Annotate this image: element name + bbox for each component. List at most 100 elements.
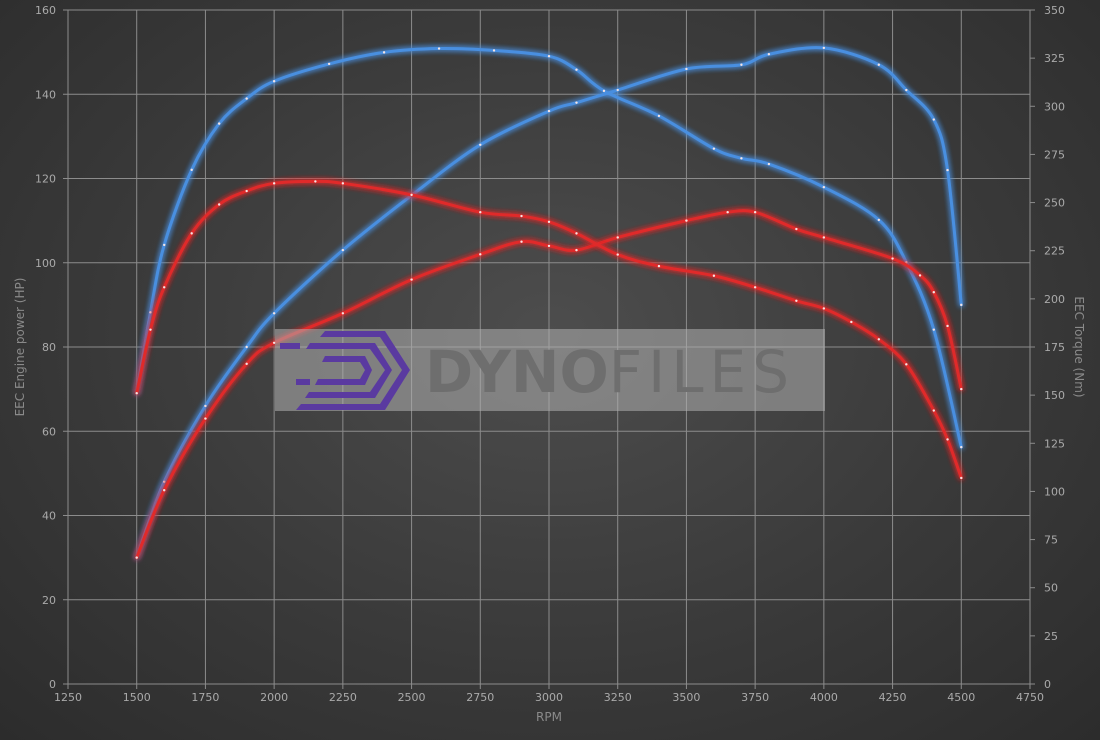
y-right-tick-label: 200 xyxy=(1044,293,1065,306)
data-point xyxy=(685,67,688,71)
y-left-tick-label: 40 xyxy=(42,510,56,523)
y-right-tick-label: 225 xyxy=(1044,245,1065,258)
data-point xyxy=(767,162,771,166)
data-point xyxy=(657,114,661,118)
y-right-tick-label: 100 xyxy=(1044,485,1065,498)
y-right-tick-label: 25 xyxy=(1044,630,1058,643)
data-point xyxy=(946,324,949,328)
x-tick-label: 3500 xyxy=(672,691,700,704)
x-tick-label: 2250 xyxy=(329,691,357,704)
x-tick-label: 1250 xyxy=(54,691,82,704)
data-point xyxy=(341,312,345,315)
watermark-text: DYNOFILES xyxy=(425,338,795,406)
data-point xyxy=(575,248,578,252)
data-point xyxy=(547,244,551,248)
watermark: DYNOFILES xyxy=(275,329,825,411)
data-point xyxy=(726,211,729,214)
x-tick-label: 2750 xyxy=(466,691,494,704)
data-point xyxy=(204,404,207,408)
data-point xyxy=(204,417,207,420)
data-point xyxy=(616,236,619,239)
data-point xyxy=(822,46,826,50)
data-point xyxy=(891,257,894,260)
series-red-power xyxy=(135,209,963,560)
data-point xyxy=(479,211,482,214)
data-point xyxy=(149,311,152,314)
data-point xyxy=(245,97,248,100)
y-right-tick-label: 325 xyxy=(1044,52,1065,65)
data-point xyxy=(602,89,606,93)
data-point xyxy=(932,118,935,121)
data-point xyxy=(163,243,166,247)
y-right-tick-label: 275 xyxy=(1044,148,1065,161)
y-right-tick-label: 250 xyxy=(1044,197,1065,210)
data-point xyxy=(272,312,276,315)
data-point xyxy=(850,320,853,324)
series-red-torque xyxy=(135,179,963,480)
y-left-tick-label: 80 xyxy=(42,341,56,354)
x-tick-label: 4750 xyxy=(1016,691,1044,704)
data-point xyxy=(877,218,881,222)
data-point xyxy=(877,63,881,66)
data-point xyxy=(657,264,661,268)
data-point xyxy=(410,278,413,281)
data-point xyxy=(163,480,166,483)
y-right-tick-label: 0 xyxy=(1044,678,1051,691)
y-right-tick-label: 75 xyxy=(1044,534,1058,547)
series-line xyxy=(135,209,963,560)
dynofiles-logo-icon xyxy=(280,331,410,410)
y-right-tick-label: 350 xyxy=(1044,4,1065,17)
y-right-tick-label: 300 xyxy=(1044,100,1065,113)
data-point xyxy=(905,261,908,264)
data-point xyxy=(135,556,138,559)
data-point xyxy=(272,182,276,185)
x-tick-label: 4000 xyxy=(810,691,838,704)
x-tick-label: 1750 xyxy=(191,691,219,704)
data-point xyxy=(877,338,881,341)
data-point xyxy=(163,286,166,289)
y-axis-left-label: EEC Engine power (HP) xyxy=(13,278,27,417)
data-point xyxy=(217,122,221,125)
data-point xyxy=(492,49,496,52)
data-point xyxy=(753,286,757,289)
x-tick-label: 4500 xyxy=(947,691,975,704)
data-point xyxy=(960,387,963,391)
data-point xyxy=(341,248,345,252)
y-left-tick-label: 160 xyxy=(35,4,56,17)
y-right-tick-label: 125 xyxy=(1044,437,1065,450)
data-point xyxy=(946,168,949,172)
y-left-tick-label: 120 xyxy=(35,173,56,186)
data-point xyxy=(918,274,922,277)
data-point xyxy=(712,274,716,277)
data-point xyxy=(314,180,317,183)
data-point xyxy=(382,51,386,54)
data-point xyxy=(740,63,743,66)
data-point xyxy=(272,80,276,83)
data-point xyxy=(712,147,716,150)
data-point xyxy=(932,409,935,412)
data-point xyxy=(547,220,551,224)
series-blue-torque xyxy=(135,46,963,449)
data-point xyxy=(245,362,248,366)
x-tick-label: 4250 xyxy=(879,691,907,704)
data-point xyxy=(327,62,331,66)
data-point xyxy=(217,203,221,206)
data-point xyxy=(479,143,482,146)
data-point xyxy=(341,182,345,185)
y-left-tick-label: 0 xyxy=(49,678,56,691)
y-left-tick-label: 60 xyxy=(42,425,56,438)
y-left-tick-label: 100 xyxy=(35,257,56,270)
data-point xyxy=(932,328,935,331)
data-point xyxy=(616,253,619,256)
data-point xyxy=(163,489,166,492)
x-tick-label: 3250 xyxy=(604,691,632,704)
data-point xyxy=(575,101,578,104)
data-point xyxy=(149,328,152,331)
data-point xyxy=(905,363,908,366)
axis-ticks: 1250 1500 1750 2000 2250 2500 2750 3000 3250 3500… xyxy=(35,4,1065,704)
x-axis-label: RPM xyxy=(536,710,562,724)
data-point xyxy=(740,157,743,160)
series-blue-power xyxy=(135,46,963,560)
data-point xyxy=(410,193,413,197)
data-point xyxy=(795,227,798,231)
